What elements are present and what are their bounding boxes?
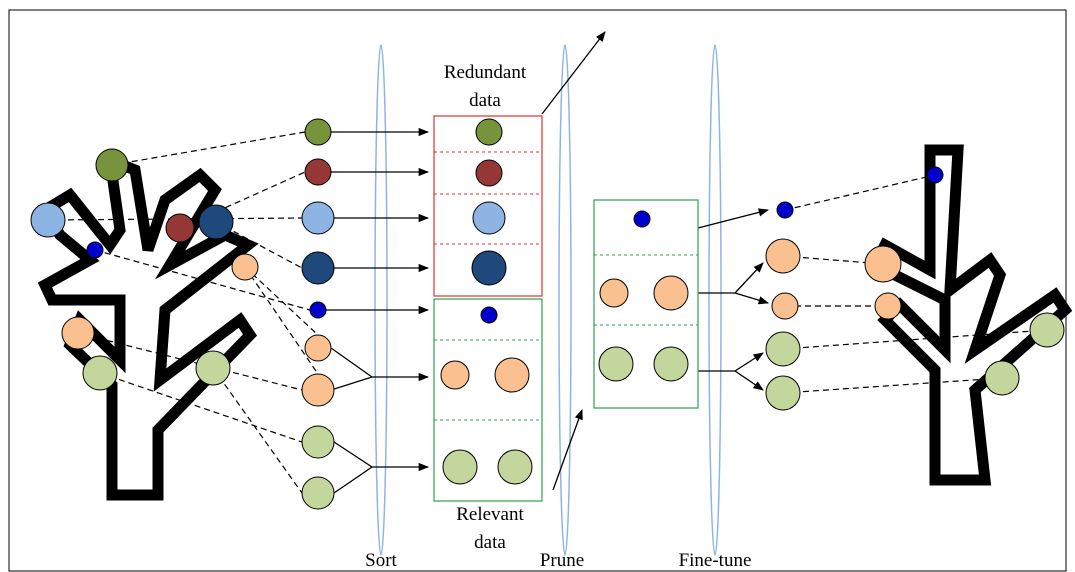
redundant-label: data [469,90,501,111]
arrows [326,32,768,493]
relevant-label: Relevant [456,504,524,525]
target-tree [875,150,1065,480]
stage-label: Fine-tune [679,550,752,571]
fine-tune-lens [709,45,721,555]
redundant-label: Redundant [444,62,527,83]
prune-lens [559,45,571,555]
stage-label: Sort [365,550,397,571]
stage-label: Prune [540,550,584,571]
relevant-label: data [474,532,506,553]
diagram: Redundant data Relevant data Sort Prune … [0,0,1075,572]
sort-lens [375,45,387,555]
